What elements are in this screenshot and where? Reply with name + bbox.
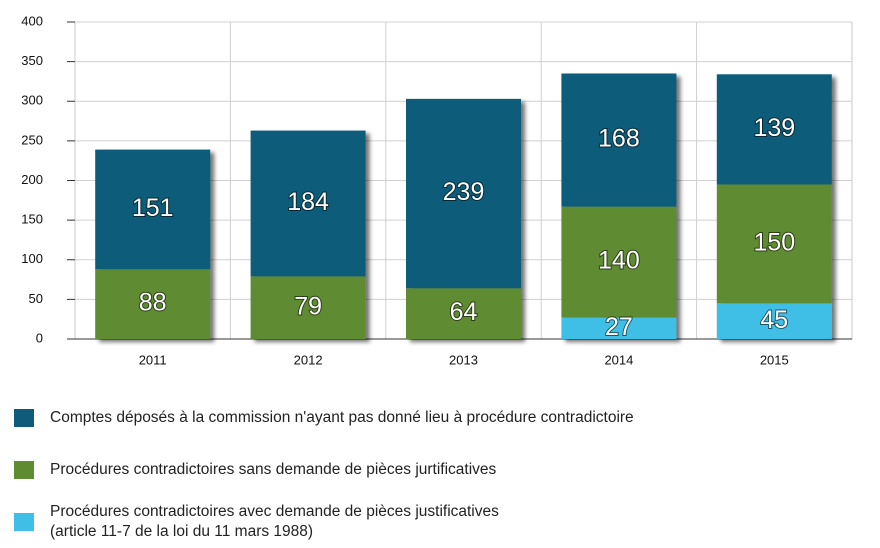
bar-segment	[250, 130, 366, 277]
legend-swatch	[14, 461, 34, 479]
legend-label: Procédures contradictoires sans demande …	[50, 461, 497, 478]
chart: 0 50 100 150 200 250 300 350 400 2011 88 151 2012 79 1…	[21, 13, 853, 367]
bar-segment	[406, 288, 521, 339]
value-label: 139	[753, 114, 795, 142]
bar-segment	[561, 73, 677, 207]
bar-stack	[95, 149, 211, 339]
y-tick-label: 400	[21, 13, 43, 28]
value-label: 45	[760, 306, 788, 334]
y-tick-label: 350	[21, 53, 43, 68]
value-label: 64	[450, 298, 478, 326]
legend-item: Procédures contradictoires sans demande …	[14, 444, 880, 496]
y-tick-label: 150	[21, 212, 43, 227]
bar-stack	[561, 73, 677, 339]
x-tick-label: 2014	[604, 352, 633, 367]
value-label: 88	[139, 289, 167, 317]
y-tick-label: 200	[21, 172, 43, 187]
bar-segment	[561, 206, 677, 318]
legend-label: Procédures contradictoires avec demande …	[50, 503, 499, 540]
legend-item: Procédures contradictoires avec demande …	[14, 496, 880, 548]
value-label: 150	[753, 229, 795, 257]
legend-swatch	[14, 409, 34, 427]
bar-segment	[716, 74, 832, 185]
y-tick-label: 0	[36, 330, 43, 345]
bar-segment	[406, 98, 521, 289]
bar-stack	[406, 98, 521, 339]
value-label: 151	[132, 194, 174, 222]
y-tick-label: 250	[21, 132, 43, 147]
value-label: 140	[598, 247, 640, 275]
legend: Comptes déposés à la commission n'ayant …	[14, 392, 880, 548]
x-tick-label: 2011	[139, 352, 167, 367]
y-tick-label: 50	[29, 291, 43, 306]
legend-label: Comptes déposés à la commission n'ayant …	[50, 409, 634, 426]
legend-item: Comptes déposés à la commission n'ayant …	[14, 392, 880, 444]
bar-segment	[95, 149, 211, 270]
y-tick-label: 100	[21, 251, 43, 266]
bar-segment	[716, 184, 832, 304]
bar-segment	[250, 276, 366, 339]
bar-stack	[716, 74, 832, 339]
value-label: 184	[287, 188, 329, 216]
bar-segment	[561, 317, 677, 339]
value-label: 239	[443, 178, 485, 206]
value-label: 168	[598, 125, 640, 153]
x-tick-label: 2013	[449, 352, 478, 367]
legend-swatch	[14, 513, 34, 531]
value-label: 79	[294, 292, 322, 320]
bar-segment	[716, 303, 832, 339]
bar-stack	[250, 130, 366, 339]
y-tick-label: 300	[21, 93, 43, 108]
bar-segment	[95, 269, 211, 339]
value-label: 27	[605, 313, 633, 341]
x-tick-label: 2015	[760, 352, 789, 367]
x-tick-label: 2012	[294, 352, 323, 367]
